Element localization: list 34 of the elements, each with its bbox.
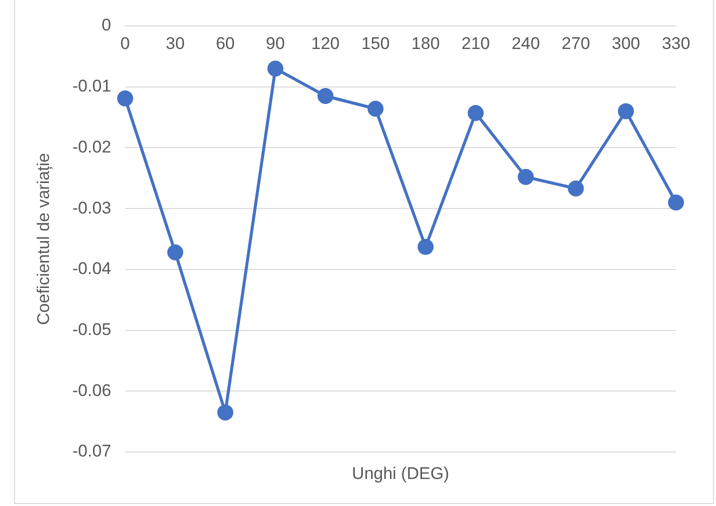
x-tick-label: 90: [266, 34, 285, 53]
x-tick-label: 60: [216, 34, 235, 53]
y-tick-label: 0: [102, 16, 112, 35]
point: [167, 244, 184, 260]
point: [217, 404, 234, 420]
point: [518, 168, 534, 185]
y-tick-label: -0.05: [72, 320, 112, 339]
point: [618, 103, 634, 120]
x-axis-title: Unghi (DEG): [352, 464, 450, 484]
x-tick-label: 210: [462, 34, 490, 53]
y-tick-label: -0.07: [72, 442, 112, 461]
x-tick-label: 300: [612, 34, 640, 53]
y-tick-label: -0.03: [72, 198, 112, 218]
point: [267, 60, 284, 77]
y-tick-label: -0.01: [72, 76, 112, 96]
y-tick-label: -0.04: [72, 259, 112, 278]
point: [668, 194, 684, 210]
x-tick-label: 0: [120, 34, 130, 53]
point: [418, 238, 434, 255]
x-tick-label: 330: [662, 34, 690, 53]
x-tick-label: 30: [166, 34, 185, 53]
x-tick-label: 240: [512, 34, 540, 53]
x-tick-label: 270: [562, 34, 590, 53]
point: [368, 100, 384, 117]
x-tick-label: 120: [311, 34, 340, 53]
point: [117, 90, 134, 106]
x-tick-label: 180: [411, 34, 440, 53]
y-axis-title: Coeficientul de variație: [34, 153, 53, 325]
point: [568, 180, 584, 196]
y-tick-label: -0.06: [72, 380, 112, 400]
y-tick-label: -0.02: [72, 137, 112, 156]
x-tick-label: 150: [361, 34, 390, 53]
point: [468, 105, 484, 122]
point: [317, 88, 334, 104]
